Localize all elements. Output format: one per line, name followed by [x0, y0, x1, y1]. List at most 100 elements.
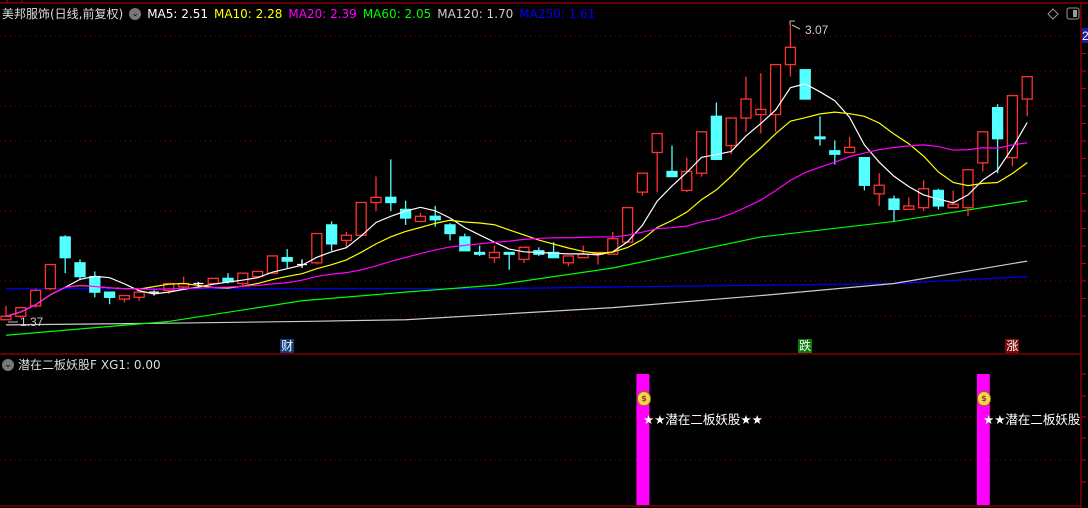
- high-pointer: [789, 20, 801, 30]
- candle-body: [636, 172, 649, 193]
- candle-body: [429, 215, 441, 221]
- ma10-label: MA10: 2.28: [213, 6, 283, 21]
- right-axis-ticks: [1081, 35, 1086, 483]
- ma10-line: [5, 111, 1028, 317]
- candle-body: [562, 255, 575, 264]
- ma20-label: MA20: 2.39: [288, 6, 357, 21]
- chevron-down-icon[interactable]: ⌄: [129, 7, 142, 20]
- signal-bars: [636, 374, 990, 505]
- ma20-line: [5, 142, 1028, 317]
- candle-body: [0, 315, 12, 321]
- indicator-title: 潜在二板妖股F: [18, 358, 97, 372]
- candle-body: [385, 196, 397, 204]
- candle-body: [651, 132, 663, 154]
- candle-body: [621, 207, 634, 243]
- signal-text: ★★潜在二板妖股★★: [643, 412, 763, 427]
- indicator-value: XG1: 0.00: [100, 357, 161, 372]
- candle-body: [163, 282, 175, 292]
- candle-body: [903, 205, 915, 211]
- candle-body: [755, 108, 767, 116]
- candle-body: [695, 131, 708, 174]
- candle-body: [325, 224, 338, 245]
- candle-body: [281, 257, 293, 262]
- candle-body: [991, 107, 1004, 140]
- candle-body: [607, 238, 619, 255]
- candle-body: [370, 196, 382, 204]
- candle-body: [769, 63, 782, 116]
- candle-body: [962, 169, 974, 209]
- candle-body: [414, 215, 427, 223]
- candle-body: [473, 251, 486, 255]
- candle-body: [1006, 94, 1019, 159]
- extreme-labels: 3.07 1.37: [8, 20, 829, 329]
- long-ma-lines: [5, 200, 1028, 336]
- ma250-line: [6, 276, 1028, 290]
- short-ma-lines: [5, 83, 1028, 317]
- candle-body: [266, 255, 279, 274]
- marker-finance[interactable]: 财: [280, 339, 295, 353]
- ma60-line: [5, 200, 1028, 336]
- ma120-label: MA120: 1.70: [437, 6, 514, 21]
- candle-body: [29, 289, 42, 307]
- candle-body: [459, 236, 471, 252]
- candle-body: [237, 272, 249, 285]
- candle-body: [44, 263, 57, 290]
- chevron-down-icon[interactable]: ⌄: [2, 358, 14, 371]
- candle-body: [207, 277, 219, 285]
- candle-body: [814, 136, 826, 140]
- money-bag-icon: $: [637, 391, 651, 406]
- candle-body: [118, 294, 131, 300]
- panel-toggle-icon[interactable]: [1066, 7, 1080, 20]
- candle-body: [251, 270, 264, 278]
- ma60-label: MA60: 2.05: [362, 6, 432, 21]
- candle-body: [355, 201, 367, 236]
- candle-body: [843, 146, 856, 154]
- candle-body: [666, 170, 678, 178]
- candle-body: [710, 115, 723, 161]
- signal-text: ★★潜在二板妖股:: [983, 412, 1081, 427]
- chart-header: 美邦服饰(日线,前复权) ⌄ MA5: 2.51 MA10: 2.28 MA20…: [2, 5, 595, 22]
- candle-body: [518, 246, 530, 261]
- candle-body: [1021, 75, 1033, 100]
- money-bag-icon: $: [977, 391, 991, 406]
- candle-body: [340, 234, 353, 242]
- ma120-line: [5, 260, 1028, 326]
- candles: [0, 24, 1033, 321]
- candle-body: [59, 236, 71, 259]
- candle-body: [547, 251, 560, 259]
- candle-body: [947, 203, 959, 209]
- candle-body: [577, 253, 589, 259]
- candle-body: [488, 251, 501, 259]
- diamond-icon[interactable]: [1047, 8, 1059, 20]
- stock-title: 美邦服饰(日线,前复权): [2, 7, 124, 21]
- ma5-label: MA5: 2.51: [147, 6, 208, 21]
- candle-body: [503, 251, 515, 255]
- indicator-header: ⌄ 潜在二板妖股F XG1: 0.00: [2, 356, 161, 373]
- high-label: 3.07: [805, 23, 829, 37]
- candle-body: [917, 188, 930, 209]
- candle-body: [311, 232, 323, 264]
- candle-body: [858, 157, 871, 186]
- candle-body: [888, 198, 900, 211]
- marker-fall[interactable]: 跌: [798, 339, 813, 353]
- candle-body: [829, 150, 841, 155]
- candle-body: [681, 170, 693, 192]
- candle-body: [873, 184, 885, 195]
- candle-body: [399, 208, 412, 219]
- candle-body: [133, 291, 145, 298]
- low-label: 1.37: [20, 315, 44, 329]
- candle-body: [725, 117, 737, 147]
- marker-rise[interactable]: 涨: [1005, 339, 1020, 353]
- signal-bar: [976, 374, 990, 505]
- ma5-line: [5, 83, 1028, 317]
- candle-body: [444, 224, 456, 235]
- signal-bar: [636, 374, 650, 505]
- candle-body: [103, 291, 116, 298]
- axis-badge: 2: [1082, 29, 1088, 43]
- candle-body: [740, 98, 752, 119]
- axis-badge-bg: [1082, 28, 1088, 43]
- ma250-label: MA250: 1.61: [519, 6, 596, 21]
- candle-body: [74, 262, 86, 278]
